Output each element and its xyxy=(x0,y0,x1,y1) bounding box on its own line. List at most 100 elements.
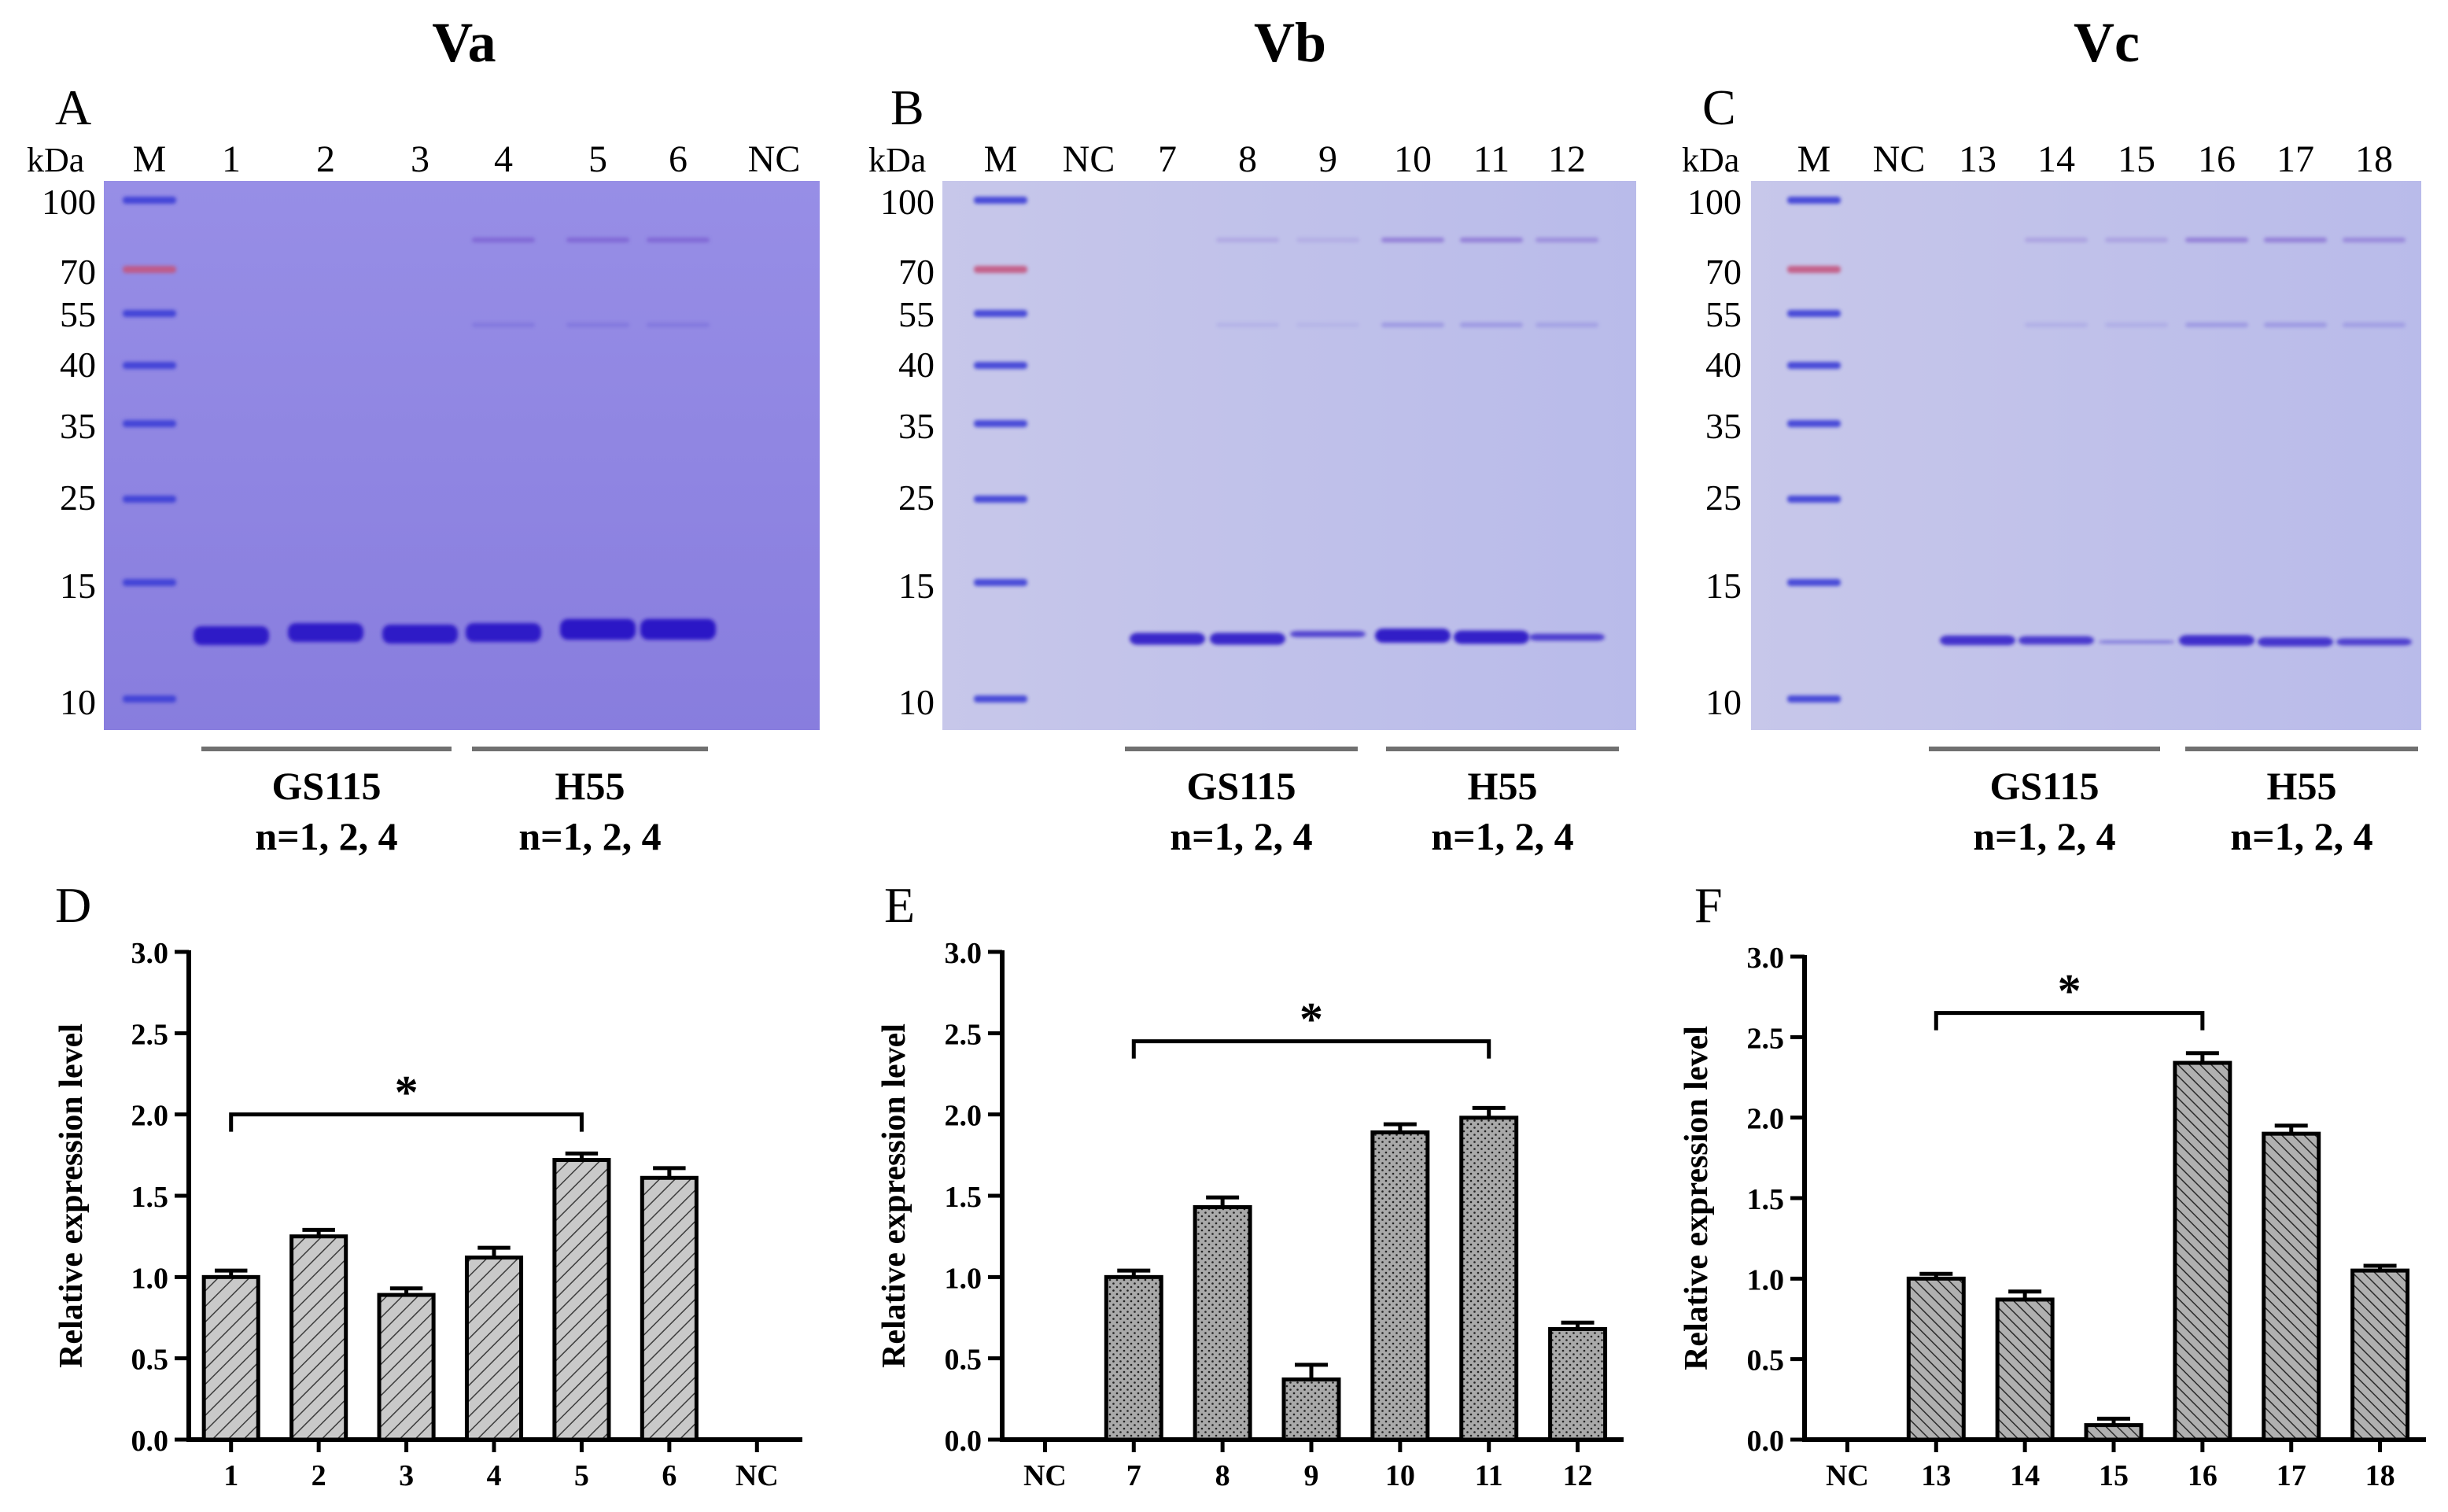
lane-label: M xyxy=(984,138,1018,180)
marker-kda-label: 100 xyxy=(42,182,96,222)
lane-label: NC xyxy=(748,138,801,180)
protein-band xyxy=(382,625,458,644)
marker-kda-label: 10 xyxy=(1705,682,1742,722)
protein-band xyxy=(1940,635,2015,646)
y-tick-label: 1.5 xyxy=(945,1181,983,1214)
lane-label: 13 xyxy=(1959,138,1996,180)
marker-band xyxy=(974,579,1027,586)
marker-kda-label: 35 xyxy=(60,406,96,446)
faint-band xyxy=(2185,323,2248,327)
marker-kda-label: 25 xyxy=(1705,478,1742,518)
faint-band xyxy=(1381,238,1444,242)
bar xyxy=(2173,1060,2232,1442)
x-tick-label: 16 xyxy=(2188,1459,2218,1492)
panel-title: Va xyxy=(432,11,496,74)
faint-band xyxy=(2185,238,2248,242)
group-sub: n=1, 2, 4 xyxy=(2230,814,2372,858)
lane-label: 7 xyxy=(1158,138,1177,180)
group-name: GS115 xyxy=(1187,764,1296,808)
marker-band xyxy=(123,266,176,273)
lane-label: 15 xyxy=(2118,138,2155,180)
protein-band xyxy=(640,618,716,640)
marker-kda-label: 70 xyxy=(898,252,935,292)
x-tick-label: 5 xyxy=(574,1459,589,1492)
bar xyxy=(640,1175,699,1442)
marker-band xyxy=(1787,197,1841,204)
faint-band xyxy=(647,238,710,242)
x-tick-label: 3 xyxy=(399,1459,414,1492)
lane-label: 14 xyxy=(2037,138,2075,180)
x-tick-label: 18 xyxy=(2365,1459,2395,1492)
marker-kda-label: 15 xyxy=(898,566,935,606)
marker-kda-label: 15 xyxy=(60,566,96,606)
significance-bracket xyxy=(1934,1011,2205,1031)
significance-bracket xyxy=(1131,1039,1491,1059)
protein-band xyxy=(1529,633,1605,641)
lane-label: 16 xyxy=(2198,138,2236,180)
x-tick-label: 10 xyxy=(1385,1459,1415,1492)
bar xyxy=(464,1256,524,1442)
panel-title: Vb xyxy=(1254,11,1326,74)
protein-band xyxy=(1130,632,1205,645)
faint-band xyxy=(2264,323,2327,327)
y-tick-label: 0.5 xyxy=(131,1344,169,1377)
group-name: H55 xyxy=(555,764,625,808)
protein-band xyxy=(1454,630,1529,644)
faint-band xyxy=(1536,323,1598,327)
kda-label: kDa xyxy=(868,141,926,179)
lane-label: 3 xyxy=(411,138,430,180)
panel-letter: E xyxy=(884,877,915,933)
bar xyxy=(1104,1274,1163,1442)
y-tick-label: 3.0 xyxy=(131,937,169,970)
marker-band xyxy=(974,420,1027,427)
marker-kda-label: 100 xyxy=(880,182,935,222)
x-tick-label: NC xyxy=(736,1459,779,1492)
y-axis-label: Relative expression level xyxy=(53,1023,90,1368)
group-sub: n=1, 2, 4 xyxy=(1170,814,1312,858)
group-name: GS115 xyxy=(1990,764,2100,808)
significance-bracket xyxy=(229,1112,584,1132)
y-tick-label: 2.0 xyxy=(945,1100,983,1133)
faint-band xyxy=(647,323,710,327)
panel-letter: D xyxy=(55,877,91,933)
marker-kda-label: 40 xyxy=(898,345,935,385)
marker-kda-label: 40 xyxy=(60,345,96,385)
marker-kda-label: 40 xyxy=(1705,345,1742,385)
faint-band xyxy=(566,323,629,327)
marker-band xyxy=(1787,695,1841,703)
group-sub: n=1, 2, 4 xyxy=(255,814,397,858)
protein-band xyxy=(2258,637,2333,647)
kda-label: kDa xyxy=(1682,141,1739,179)
x-tick-label: 17 xyxy=(2277,1459,2306,1492)
x-tick-label: 6 xyxy=(662,1459,677,1492)
protein-band xyxy=(466,623,541,642)
faint-band xyxy=(566,238,629,242)
bar xyxy=(2350,1268,2410,1442)
y-tick-label: 2.0 xyxy=(1747,1103,1785,1136)
faint-band xyxy=(472,323,535,327)
protein-band xyxy=(1375,629,1451,643)
protein-band xyxy=(194,626,269,645)
x-tick-label: NC xyxy=(1826,1459,1869,1492)
marker-band xyxy=(974,695,1027,703)
marker-band xyxy=(123,496,176,503)
marker-band xyxy=(123,310,176,317)
group-sub: n=1, 2, 4 xyxy=(1973,814,2115,858)
panel-letter: F xyxy=(1694,877,1723,933)
y-tick-label: 2.5 xyxy=(945,1018,983,1051)
y-tick-label: 2.5 xyxy=(131,1018,169,1051)
marker-kda-label: 35 xyxy=(1705,406,1742,446)
y-tick-label: 0.0 xyxy=(945,1425,983,1458)
faint-band xyxy=(472,238,535,242)
x-tick-label: 12 xyxy=(1563,1459,1593,1492)
y-tick-label: 1.5 xyxy=(1747,1183,1785,1216)
faint-band xyxy=(2105,238,2168,242)
bar xyxy=(552,1158,611,1442)
x-tick-label: 15 xyxy=(2099,1459,2129,1492)
significance-star: * xyxy=(1300,994,1323,1045)
marker-kda-label: 55 xyxy=(1705,294,1742,334)
protein-band xyxy=(2179,635,2254,646)
y-tick-label: 0.0 xyxy=(1747,1425,1785,1458)
